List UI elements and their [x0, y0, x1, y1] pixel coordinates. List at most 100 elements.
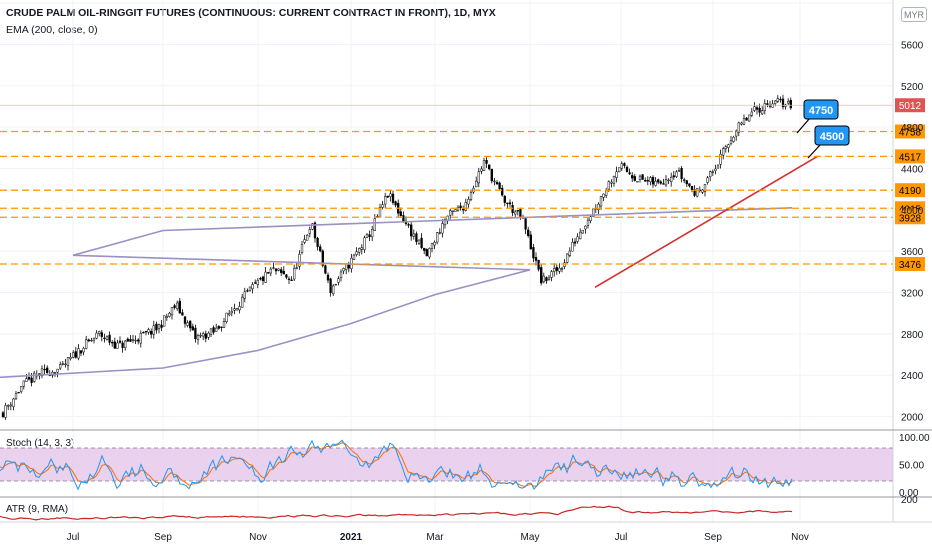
candle-body [475, 180, 478, 188]
candle-body [259, 278, 262, 280]
price-tick-label: 3600 [901, 247, 924, 258]
candle-body [316, 237, 319, 247]
candle-body [732, 136, 735, 142]
ema-line [0, 207, 793, 379]
candle-body [308, 229, 311, 234]
candle-body [680, 168, 683, 179]
candle-body [207, 332, 210, 338]
candle-body [59, 364, 62, 369]
candle-body [441, 223, 444, 234]
candle-body [4, 405, 7, 418]
candle-body [251, 284, 254, 290]
candle-body [69, 356, 72, 359]
candle-body [17, 391, 20, 394]
candle-body [537, 259, 540, 270]
candle-body [116, 342, 119, 349]
candle-body [703, 184, 707, 192]
candle-body [683, 179, 686, 181]
candle-body [126, 338, 129, 342]
candle-body [529, 234, 532, 250]
candle-body [233, 308, 236, 311]
callout-box [814, 125, 850, 146]
current-price-tag [895, 98, 925, 113]
time-tick-label: Nov [791, 532, 809, 543]
candle-body [750, 111, 753, 116]
candle-body [711, 171, 714, 173]
candle-body [230, 311, 233, 314]
candle-body [178, 300, 181, 314]
candle-body [602, 193, 605, 198]
candle-body [584, 225, 587, 230]
candle-body [85, 339, 88, 349]
stoch-tick-label: 100.00 [899, 433, 930, 444]
candle-body [98, 331, 101, 334]
candle-body [433, 242, 436, 246]
candle-body [129, 339, 132, 342]
candle-body [576, 236, 579, 242]
candle-body [176, 302, 179, 309]
candle-body [599, 196, 603, 207]
chart-title: CRUDE PALM OIL-RINGGIT FUTURES (CONTINUO… [6, 7, 496, 19]
candle-body [755, 107, 759, 110]
candle-body [664, 179, 668, 186]
candle-body [688, 183, 691, 187]
candle-body [170, 307, 174, 316]
candle-body [503, 196, 506, 203]
candle-body [290, 279, 293, 281]
candle-body [459, 205, 462, 209]
candle-body [443, 219, 447, 226]
candle-body [615, 171, 618, 178]
candle-body [612, 176, 616, 184]
candle-body [540, 267, 543, 284]
candle-body [313, 222, 317, 239]
candle-body [506, 202, 509, 205]
candle-body [254, 282, 257, 284]
candle-body [43, 368, 46, 371]
candle-body [719, 153, 722, 165]
support-label: 3476 [899, 260, 922, 271]
candle-body [165, 316, 168, 319]
candle-body [737, 122, 740, 133]
candle-body [563, 262, 566, 267]
candle-body [64, 363, 67, 365]
candle-body [202, 333, 205, 337]
candle-body [61, 363, 64, 365]
candle-body [131, 339, 135, 341]
candle-body [326, 274, 330, 281]
candle-body [186, 322, 189, 326]
stoch-legend: Stoch (14, 3, 3) [6, 438, 75, 449]
candle-body [321, 250, 324, 266]
candle-body [1, 412, 5, 418]
candle-body [243, 291, 246, 299]
support-tag [895, 149, 925, 164]
candle-body [105, 336, 109, 340]
ema-legend: EMA (200, close, 0) [6, 24, 98, 36]
price-tick-label: 2000 [901, 413, 924, 424]
candle-body [729, 140, 733, 144]
candle-body [311, 223, 314, 230]
candle-body [103, 337, 106, 340]
support-label: 3928 [899, 213, 922, 224]
candle-body [137, 339, 140, 342]
candle-body [95, 332, 98, 339]
candle-body [774, 100, 777, 104]
candle-body [745, 117, 748, 121]
candle-body [12, 398, 15, 407]
candle-body [368, 234, 371, 238]
candle-body [329, 278, 332, 294]
candle-body [82, 348, 85, 353]
candle-body [649, 177, 652, 182]
candle-body [646, 180, 649, 182]
candle-body [334, 283, 337, 286]
stoch-k-line [0, 439, 793, 491]
candle-body [157, 324, 161, 330]
currency-badge[interactable]: MYR [901, 7, 927, 22]
candle-body [428, 248, 431, 258]
candle-body [100, 332, 103, 337]
stoch-tick-label: 50.00 [899, 461, 924, 472]
candle-body [451, 210, 454, 212]
candle-body [77, 348, 80, 359]
candle-body [235, 307, 239, 311]
candle-body [152, 325, 155, 335]
